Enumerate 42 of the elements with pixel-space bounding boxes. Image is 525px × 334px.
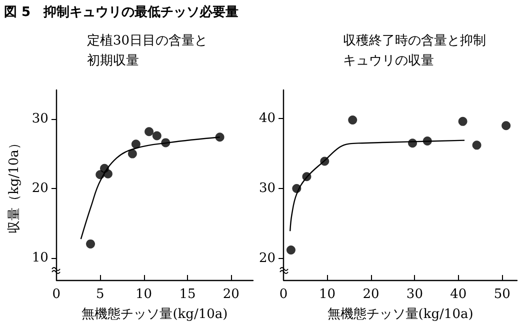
point bbox=[86, 239, 96, 248]
point bbox=[286, 245, 296, 254]
x-tick-label: 30 bbox=[406, 287, 423, 302]
x-tick-label: 20 bbox=[362, 287, 380, 302]
point bbox=[502, 121, 511, 130]
point bbox=[292, 184, 302, 193]
point bbox=[302, 172, 312, 182]
y-tick-label: 20 bbox=[32, 180, 48, 196]
y-tick-label: 40 bbox=[258, 111, 276, 126]
x-axis-title: 無機態チッソ量(kg/10a) bbox=[327, 307, 474, 322]
x-tick-label: 0 bbox=[52, 287, 61, 302]
x-tick-label: 5 bbox=[96, 287, 104, 302]
point bbox=[408, 138, 418, 148]
point bbox=[144, 127, 154, 136]
x-tick-label: 20 bbox=[222, 287, 240, 302]
x-tick-label: 10 bbox=[318, 287, 336, 302]
x-tick-label: 0 bbox=[279, 287, 288, 302]
chart-title: 図 5 抑制キュウリの最低チッソ必要量 bbox=[4, 4, 239, 21]
point bbox=[320, 156, 330, 166]
chart-subtitle: 定植30日目の含量と初期収量 bbox=[87, 34, 208, 68]
x-tick-label: 15 bbox=[179, 287, 196, 302]
line-series bbox=[290, 140, 466, 232]
y-tick-label: 30 bbox=[258, 180, 276, 196]
point bbox=[152, 131, 162, 140]
y-tick-label: 30 bbox=[32, 112, 48, 127]
point bbox=[472, 140, 482, 150]
point bbox=[422, 136, 432, 146]
x-tick-label: 50 bbox=[494, 287, 510, 302]
point bbox=[161, 138, 170, 148]
point bbox=[215, 132, 224, 142]
x-tick-label: 40 bbox=[450, 287, 467, 302]
point bbox=[348, 116, 358, 125]
x-axis-title: 無機態チッソ量(kg/10a) bbox=[82, 307, 228, 322]
chart-subtitle: 収穫終了時の含量と抑制キュウリの収量 bbox=[343, 34, 486, 68]
y-axis-title: 収量（kg/10a） bbox=[7, 136, 22, 234]
x-tick-label: 10 bbox=[136, 287, 152, 302]
point bbox=[458, 116, 468, 126]
y-tick-label: 20 bbox=[258, 250, 276, 266]
point bbox=[128, 149, 137, 158]
point bbox=[131, 140, 140, 149]
y-tick-label: 10 bbox=[32, 250, 48, 266]
point bbox=[103, 169, 112, 178]
